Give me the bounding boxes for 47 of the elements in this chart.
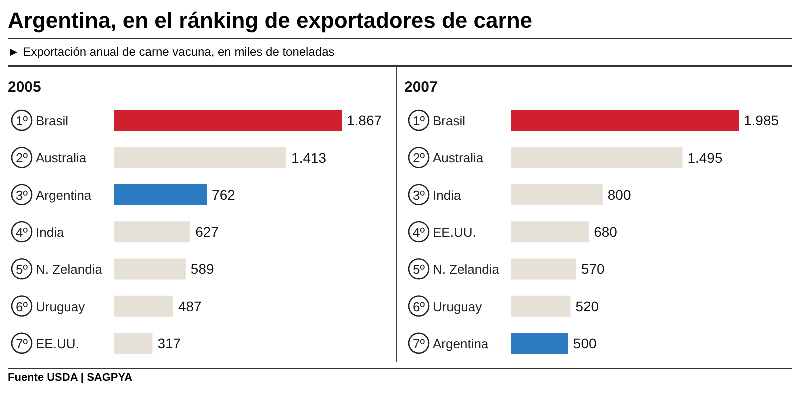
data-label: 627 [196,224,220,240]
data-label: 1.867 [347,112,382,129]
data-label: 487 [178,298,202,314]
data-label: 680 [594,224,618,240]
source-note: Fuente USDA | SAGPYA [8,368,792,384]
bar [510,333,568,354]
data-label: 520 [575,298,599,314]
y-tick-label: 2º Australia [412,150,484,166]
bar [114,296,174,317]
bar [114,258,186,280]
bar [114,147,287,168]
text: ► Exportación anual de carne vacuna, en miles de toneladas [8,39,792,67]
data-label: 800 [607,186,631,203]
bar [114,184,208,206]
y-tick-label: 1º Brasil [412,114,466,129]
bar [510,184,602,206]
y-tick-label: 4º EE.UU. [412,225,476,240]
y-tick-label: 4º India [16,225,65,240]
bar [114,110,342,132]
bar [510,222,589,243]
bar [510,147,682,168]
bar [114,222,191,243]
data-label: 1.985 [744,112,779,129]
y-tick-label: 3º India [412,188,462,203]
y-tick-label: 6º Uruguay [412,299,482,314]
data-label: 317 [158,336,182,352]
data-label: 762 [212,186,236,203]
data-label: 500 [572,336,597,352]
chart-title: 2007 [404,79,439,96]
y-tick-label: 3º Argentina [16,188,92,203]
data-label: 570 [580,261,605,278]
bar [510,110,738,132]
chart-title: 2005 [8,79,42,96]
y-tick-label: 6º Uruguay [16,299,86,314]
y-tick-label: 1º Brasil [16,114,69,129]
data-label: 1.495 [687,150,722,166]
y-tick-label: 7º Argentina [412,336,489,352]
bar [510,296,570,317]
y-tick-label: 5º N. Zelandia [412,262,500,278]
bar [510,258,576,280]
data-label: 1.413 [292,150,327,166]
data-label: 589 [190,261,214,278]
y-tick-label: 7º EE.UU. [16,336,80,352]
y-tick-label: 5º N. Zelandia [16,262,104,278]
bar [114,333,153,354]
y-tick-label: 2º Australia [16,150,88,166]
text: Argentina, en el ránking de exportadores de carne [8,8,792,39]
